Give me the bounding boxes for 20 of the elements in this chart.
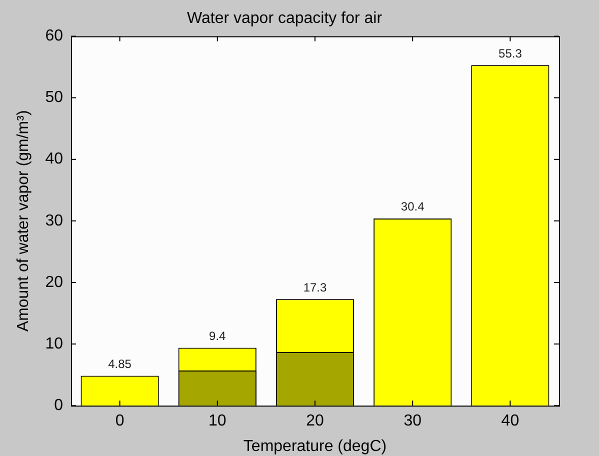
x-axis-title: Temperature (degC) (243, 438, 387, 455)
data-label: 30.4 (400, 200, 425, 214)
x-tick-label: 20 (306, 412, 324, 430)
x-tick-label: 40 (501, 412, 520, 430)
y-tick-label: 60 (45, 28, 64, 45)
y-tick-label: 10 (45, 335, 64, 352)
x-tick-label: 30 (404, 412, 422, 430)
x-tick-label: 10 (208, 412, 226, 430)
data-label: 4.85 (108, 357, 132, 372)
chart-title: Water vapor capacity for air (186, 10, 383, 28)
x-tick-label: 0 (115, 412, 124, 430)
data-label: 9.4 (209, 329, 226, 344)
y-tick-label: 0 (54, 397, 64, 414)
y-tick-label: 30 (45, 212, 64, 230)
y-tick-label: 50 (45, 89, 64, 106)
y-tick-label: 40 (45, 150, 64, 168)
y-tick-label: 20 (45, 274, 64, 291)
data-label: 17.3 (303, 280, 327, 294)
y-axis-title: Amount of water vapor (gm/m³) (15, 110, 32, 332)
data-label: 55.3 (498, 46, 522, 60)
